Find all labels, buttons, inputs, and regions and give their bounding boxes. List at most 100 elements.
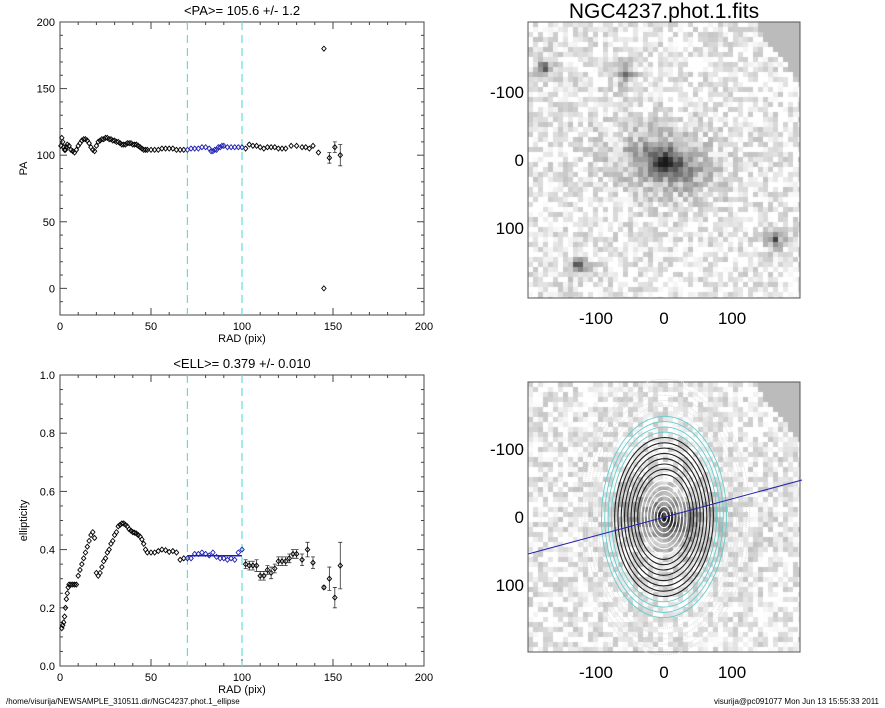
data-point — [97, 569, 103, 577]
data-point — [159, 145, 165, 152]
data-point — [69, 581, 76, 588]
data-point — [288, 142, 294, 150]
fit-data-point — [231, 144, 238, 151]
data-point — [131, 141, 138, 148]
data-point — [61, 613, 68, 620]
isophote-ellipse — [577, 378, 751, 656]
fit-data-point — [231, 556, 238, 563]
data-point — [75, 572, 81, 579]
data-point — [86, 140, 92, 147]
image-frame — [527, 21, 801, 299]
isophote-ellipse — [610, 431, 718, 603]
error-bar — [310, 556, 315, 569]
data-point — [337, 562, 344, 569]
data-point — [139, 536, 145, 543]
x-tick-label: 150 — [324, 321, 342, 333]
x-tick-label: 50 — [145, 672, 157, 684]
data-point — [93, 142, 100, 150]
fit-data-point — [206, 552, 213, 559]
data-point — [310, 559, 316, 566]
data-point — [148, 549, 154, 556]
data-point — [58, 142, 64, 150]
data-point — [68, 581, 74, 588]
data-point — [321, 45, 327, 52]
data-point — [63, 595, 70, 603]
data-point — [180, 146, 187, 154]
image-y-tick-label: 100 — [496, 576, 524, 595]
image-x-tick-label: 100 — [718, 663, 746, 682]
error-bar — [332, 141, 337, 153]
y-tick-label: 0.8 — [40, 428, 55, 440]
data-point — [113, 138, 120, 146]
y-axis-label: ellipticity — [18, 499, 30, 541]
error-bar — [332, 587, 337, 609]
data-point — [268, 569, 274, 577]
isophote-ellipse — [587, 394, 741, 640]
y-tick-label: 50 — [43, 217, 55, 229]
data-point — [84, 543, 91, 550]
data-point — [71, 581, 78, 588]
data-point — [79, 560, 85, 568]
data-point — [66, 581, 72, 588]
image-title: NGC4237.phot.1.fits — [568, 0, 760, 23]
fit-data-point — [211, 146, 218, 154]
data-point — [299, 144, 305, 151]
chart-title: <ELL>= 0.379 +/- 0.010 — [173, 356, 310, 371]
data-point — [80, 136, 87, 143]
data-point — [140, 540, 147, 547]
fit-data-point — [221, 142, 227, 150]
error-bar — [338, 144, 343, 167]
footer-path: /home/visurija/NEWSAMPLE_310511.dir/NGC4… — [6, 697, 240, 706]
isophote-ellipse — [617, 442, 711, 592]
data-point — [130, 141, 136, 148]
data-point — [250, 562, 256, 569]
x-tick-label: 100 — [233, 672, 251, 684]
y-tick-label: 0.2 — [40, 603, 55, 615]
data-point — [268, 144, 274, 151]
image-y-tick-label: -100 — [490, 440, 524, 459]
fit-data-point — [191, 145, 198, 152]
isophote-ellipse — [597, 410, 731, 624]
data-point — [73, 146, 80, 154]
data-point — [253, 142, 260, 150]
major-axis-line — [527, 479, 803, 555]
data-point — [95, 138, 102, 146]
data-point — [144, 549, 151, 556]
isophote-ellipse — [601, 415, 727, 619]
fit-data-point — [191, 550, 198, 558]
data-point — [337, 152, 344, 159]
fit-data-point — [221, 555, 227, 562]
data-point — [64, 590, 71, 597]
error-bar — [254, 559, 259, 572]
data-point — [86, 537, 92, 545]
y-tick-label: 1.0 — [40, 370, 55, 382]
data-point — [275, 558, 282, 565]
isophote-ellipse — [614, 436, 714, 598]
isophote-ellipse — [650, 495, 678, 539]
x-tick-label: 0 — [57, 672, 63, 684]
isophote-ellipse — [584, 389, 744, 645]
data-point — [162, 547, 169, 554]
data-point — [332, 144, 338, 151]
data-point — [91, 534, 98, 542]
data-point — [293, 550, 300, 558]
isophote-ellipse — [653, 500, 675, 534]
fit-data-point — [239, 546, 245, 553]
data-point — [315, 149, 322, 156]
data-point — [299, 556, 305, 563]
data-point — [257, 572, 263, 579]
data-point — [119, 520, 125, 527]
data-point — [173, 146, 180, 154]
data-point — [282, 558, 289, 565]
footer-stamp: visurija@pc091077 Mon Jun 13 15:55:33 20… — [714, 697, 879, 706]
isophote-ellipse — [640, 479, 688, 555]
data-point — [282, 145, 289, 152]
image-axes-0: -100 0 100 100 0 -100 — [490, 21, 801, 328]
fit-data-point — [217, 555, 223, 562]
data-point — [126, 140, 132, 147]
y-tick-label: 0.4 — [40, 545, 55, 557]
error-bar — [300, 553, 305, 567]
data-point — [102, 134, 109, 142]
data-point — [180, 555, 187, 562]
